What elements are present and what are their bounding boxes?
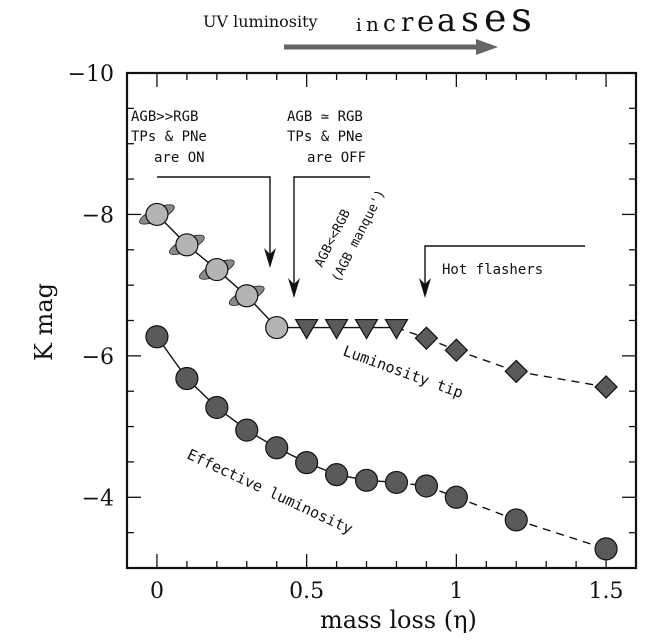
arrow-agb-eq-rgb xyxy=(293,176,370,285)
marker-dark-circle xyxy=(594,537,618,561)
marker-diamond xyxy=(504,359,529,384)
marker-dark-circle xyxy=(504,508,528,532)
marker-diamond xyxy=(594,375,618,399)
x-axis-title: mass loss (η) xyxy=(320,606,477,634)
agb-eq-rgb-line-3: are OFF xyxy=(307,150,366,166)
marker-dark-circle xyxy=(354,468,379,492)
marker-light-circle xyxy=(175,233,199,257)
marker-triangle xyxy=(324,318,349,340)
arrow-hot-flashers-head xyxy=(419,278,431,298)
increases-letter: e xyxy=(417,4,434,38)
series-line-segment xyxy=(516,370,607,388)
x-tick-label: 0 xyxy=(150,579,164,604)
series-line-segment xyxy=(456,349,517,373)
y-tick-label: −6 xyxy=(82,345,114,370)
increases-letter: n xyxy=(366,12,379,36)
effective-luminosity-label: Effective luminosity xyxy=(184,445,355,538)
increases-letter: a xyxy=(437,1,456,39)
uv-arrow-head xyxy=(476,39,498,55)
x-tick-label: 0.5 xyxy=(289,579,324,604)
marker-dark-circle xyxy=(175,366,199,391)
marker-dark-circle xyxy=(295,451,319,475)
y-axis-title: K mag xyxy=(30,283,58,361)
marker-dark-circle xyxy=(414,474,439,498)
y-tick-label: −10 xyxy=(68,62,114,87)
marker-diamond xyxy=(444,338,469,363)
increases-letter: r xyxy=(401,8,414,38)
series-line-segment xyxy=(456,496,517,521)
increases-letter: s xyxy=(511,0,532,41)
marker-light-circle xyxy=(145,202,169,227)
agb-eq-rgb-line-1: AGB ≃ RGB xyxy=(287,109,363,125)
annotation-arrows xyxy=(157,176,585,298)
increases-letter: i xyxy=(356,15,362,36)
agb-gt-rgb-line-3: are ON xyxy=(154,150,205,166)
marker-triangle xyxy=(384,318,409,340)
increases-letter: c xyxy=(383,11,396,37)
series-line-segment xyxy=(516,519,607,550)
axis-tick-labels: 0 0.5 1 1.5 −10 −8 −6 −4 xyxy=(68,62,624,604)
agb-gt-rgb-line-2: TPs & PNe xyxy=(131,129,207,145)
marker-dark-circle xyxy=(265,436,289,460)
hot-flashers-label: Hot flashers xyxy=(442,262,543,278)
arrow-agb-gt-rgb-head xyxy=(264,248,276,268)
plot-frame xyxy=(125,71,638,570)
marker-dark-circle xyxy=(205,395,229,420)
marker-dark-circle xyxy=(235,418,259,442)
uv-luminosity-label: UV luminosity xyxy=(203,12,318,31)
marker-light-circle xyxy=(265,315,289,340)
x-tick-label: 1 xyxy=(449,579,463,604)
agb-eq-rgb-line-2: TPs & PNe xyxy=(287,129,363,145)
marker-triangle xyxy=(354,318,379,340)
arrow-agb-gt-rgb xyxy=(157,176,271,255)
marker-triangle xyxy=(294,318,319,340)
marker-diamond xyxy=(414,326,439,351)
marker-light-circle xyxy=(205,257,229,282)
increases-letter: e xyxy=(484,0,507,40)
marker-dark-circle xyxy=(324,463,349,487)
marker-dark-circle xyxy=(145,325,169,349)
marker-dark-circle xyxy=(384,470,409,495)
marker-light-circle xyxy=(235,284,259,308)
axis-ticks xyxy=(127,72,636,569)
arrow-agb-eq-rgb-head xyxy=(288,278,300,298)
y-tick-label: −8 xyxy=(82,203,114,228)
series-markers xyxy=(139,202,618,561)
arrow-hot-flashers xyxy=(424,245,585,286)
y-tick-label: −4 xyxy=(82,486,114,511)
increases-letter: s xyxy=(461,0,479,40)
marker-dark-circle xyxy=(444,485,468,509)
x-tick-label: 1.5 xyxy=(589,579,624,604)
agb-gt-rgb-line-1: AGB>>RGB xyxy=(131,109,198,125)
